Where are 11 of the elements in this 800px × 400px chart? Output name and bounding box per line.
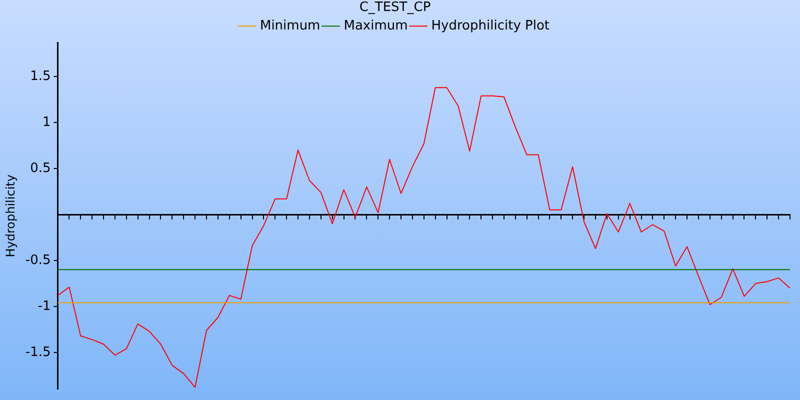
y-tick-label: -0.5 [25, 252, 51, 268]
y-tick-label: 1.5 [30, 68, 51, 84]
legend-label: Maximum [344, 18, 408, 34]
y-axis-title: Hydrophilicity [3, 174, 18, 258]
legend-label: Minimum [260, 18, 320, 34]
y-tick-label: -1.5 [25, 344, 51, 360]
legend-label: Hydrophilicity Plot [431, 18, 550, 34]
chart-title: C_TEST_CP [359, 0, 431, 16]
y-tick-label: 1 [42, 114, 51, 130]
y-tick-label: 0.5 [30, 160, 51, 176]
y-tick-label: -1 [38, 298, 51, 314]
